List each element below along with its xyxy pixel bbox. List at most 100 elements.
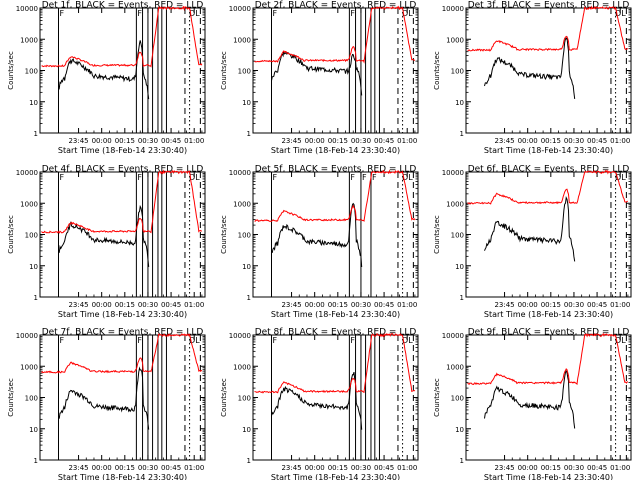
x-tick-label: 00:45	[161, 464, 181, 472]
marker-annotation: DL	[402, 336, 413, 345]
x-tick-label: 00:45	[587, 137, 607, 145]
x-tick-label: 00:45	[161, 137, 181, 145]
marker-annotation: DL	[615, 336, 626, 345]
panel-title: Det 8f, BLACK = Events, RED = LLD	[255, 328, 417, 338]
x-tick-label: 00:00	[92, 137, 112, 145]
y-tick-label: 100	[25, 395, 38, 403]
x-tick-label: 01:00	[184, 464, 204, 472]
y-axis-label: Counts/sec	[7, 215, 15, 254]
series-events	[58, 366, 150, 430]
plot-frame	[252, 171, 419, 298]
y-tick-label: 100	[451, 395, 464, 403]
y-tick-label: 10	[29, 263, 38, 271]
x-tick-label: 00:15	[115, 301, 135, 309]
y-tick-label: 1000	[20, 200, 38, 208]
y-tick-label: 10	[242, 99, 251, 107]
x-axis-label: Start Time (18-Feb-14 23:30:40)	[271, 473, 400, 480]
marker-annotation: F	[350, 9, 355, 18]
x-tick-label: 00:00	[92, 301, 112, 309]
y-tick-label: 1000	[233, 200, 251, 208]
x-tick-label: 00:15	[541, 464, 561, 472]
series-events	[484, 196, 576, 262]
x-tick-label: 00:15	[115, 464, 135, 472]
x-tick-label: 00:45	[161, 301, 181, 309]
marker-annotation: F	[273, 9, 278, 18]
series-lld	[254, 333, 416, 394]
x-tick-label: 01:00	[397, 137, 417, 145]
y-tick-label: 10000	[229, 169, 251, 177]
y-tick-label: 10	[455, 99, 464, 107]
y-tick-label: 1	[34, 130, 38, 138]
x-tick-label: 01:00	[610, 137, 630, 145]
marker-annotation: DL	[189, 9, 200, 18]
series-lld	[254, 5, 415, 64]
x-tick-label: 23:45	[281, 464, 301, 472]
x-tick-label: 00:30	[564, 464, 584, 472]
y-tick-label: 1	[247, 457, 251, 465]
y-tick-label: 1	[34, 457, 38, 465]
y-tick-label: 10000	[442, 169, 464, 177]
y-tick-label: 1000	[446, 200, 464, 208]
y-tick-label: 100	[238, 232, 251, 240]
x-tick-label: 00:15	[328, 301, 348, 309]
series-lld	[467, 5, 629, 52]
marker-annotation: F	[350, 336, 355, 345]
x-tick-label: 00:15	[541, 301, 561, 309]
marker-annotation: F	[273, 336, 278, 345]
series-lld	[254, 169, 416, 222]
y-tick-label: 1000	[233, 36, 251, 44]
y-tick-label: 10	[455, 426, 464, 434]
y-tick-label: 10000	[229, 332, 251, 340]
panel-title: Det 4f, BLACK = Events, RED = LLD	[42, 165, 204, 175]
x-tick-label: 00:15	[328, 137, 348, 145]
x-tick-label: 00:00	[305, 301, 325, 309]
plot-frame	[465, 7, 632, 134]
series-lld	[41, 169, 203, 234]
x-tick-label: 01:00	[184, 301, 204, 309]
y-axis-label: Counts/sec	[7, 51, 15, 90]
series-events	[271, 202, 363, 268]
y-tick-label: 100	[25, 232, 38, 240]
y-tick-label: 1000	[446, 363, 464, 371]
x-tick-label: 00:00	[518, 137, 538, 145]
series-lld	[41, 5, 203, 68]
y-tick-label: 1	[460, 130, 464, 138]
x-tick-label: 00:30	[138, 137, 158, 145]
x-axis-label: Start Time (18-Feb-14 23:30:40)	[58, 473, 187, 480]
x-tick-label: 23:45	[281, 301, 301, 309]
series-lld	[467, 169, 629, 205]
x-tick-label: 00:30	[351, 137, 371, 145]
y-axis-label: Counts/sec	[7, 378, 15, 417]
plot-frame	[252, 334, 419, 461]
x-tick-label: 00:15	[541, 137, 561, 145]
series-events	[484, 35, 576, 99]
x-tick-label: 00:45	[374, 464, 394, 472]
panel-6: Det 6f, BLACK = Events, RED = LLD 1 10 100 1…	[433, 165, 632, 319]
marker-annotation: DL	[402, 173, 413, 182]
marker-annotation: F	[137, 9, 142, 18]
x-tick-label: 00:45	[587, 301, 607, 309]
x-tick-label: 00:45	[587, 464, 607, 472]
y-tick-label: 10	[242, 426, 251, 434]
x-tick-label: 00:00	[305, 464, 325, 472]
series-events	[484, 370, 576, 429]
marker-annotation: F	[137, 336, 142, 345]
x-tick-label: 01:00	[610, 464, 630, 472]
panel-5: Det 5f, BLACK = Events, RED = LLD 1 10 100 1…	[220, 165, 419, 319]
y-tick-label: 100	[451, 68, 464, 76]
panel-title: Det 3f, BLACK = Events, RED = LLD	[468, 1, 630, 11]
plot-frame	[39, 171, 206, 298]
x-tick-label: 23:45	[494, 137, 514, 145]
x-tick-label: 00:30	[564, 137, 584, 145]
marker-annotation: DL	[402, 9, 413, 18]
marker-annotation: F	[60, 9, 65, 18]
marker-annotation: F	[60, 173, 65, 182]
y-tick-label: 1	[247, 130, 251, 138]
x-tick-label: 23:45	[494, 301, 514, 309]
series-lld	[41, 333, 203, 374]
x-tick-label: 23:45	[68, 464, 88, 472]
y-tick-label: 1000	[233, 363, 251, 371]
x-tick-label: 00:00	[305, 137, 325, 145]
y-tick-label: 10	[29, 426, 38, 434]
y-tick-label: 10	[29, 99, 38, 107]
